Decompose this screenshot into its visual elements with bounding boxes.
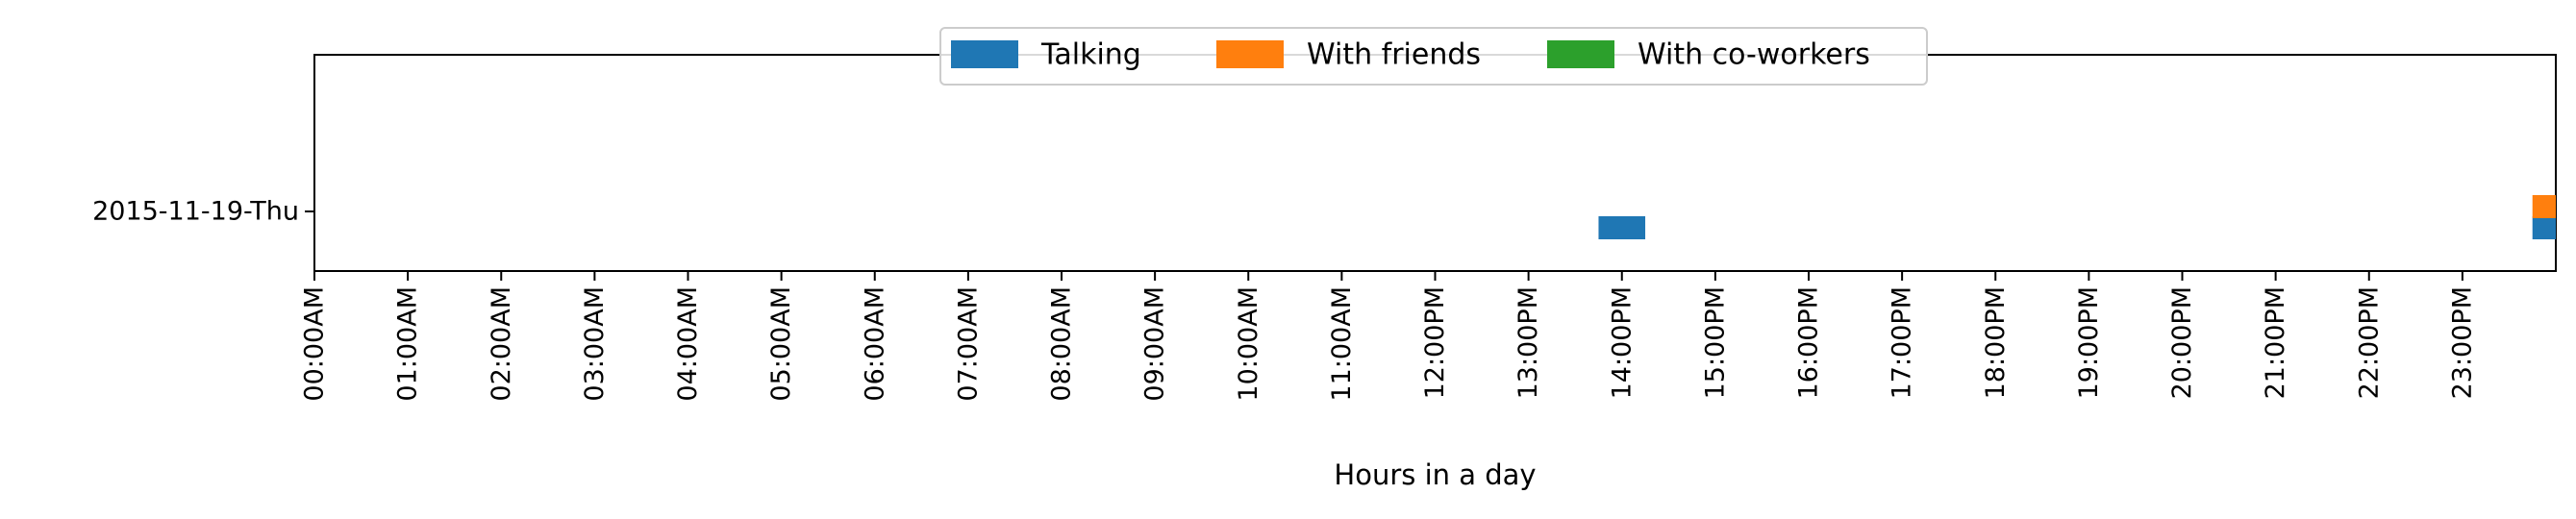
legend-label: With co-workers [1638,38,1870,72]
bar-talking-0 [1598,216,1646,239]
x-tick-label: 05:00AM [766,286,796,402]
x-tick-label: 04:00AM [673,286,703,402]
legend-swatch-with-co-workers [1547,40,1614,68]
legend-label: Talking [1040,38,1141,72]
x-tick-label: 10:00AM [1234,286,1263,402]
plot-area [313,54,2557,272]
x-tick-label: 08:00AM [1047,286,1077,402]
x-tick-label: 22:00PM [2354,286,2384,399]
x-tick-label: 15:00PM [1700,286,1730,399]
x-tick-label: 11:00AM [1327,286,1357,402]
y-axis: 2015-11-19-Thu [92,197,314,227]
legend: Talking With friends With co-workers [939,27,1928,86]
plot-frame [313,54,2557,272]
legend-label: With friends [1307,38,1481,72]
bars-layer [1598,195,2556,239]
x-tick-label: 06:00AM [860,286,889,402]
x-tick-label: 16:00PM [1794,286,1824,399]
legend-swatch-with-friends [1216,40,1284,68]
x-tick-label: 13:00PM [1513,286,1543,399]
x-tick-label: 19:00PM [2074,286,2104,399]
legend-swatch-talking [951,40,1018,68]
y-tick-label: 2015-11-19-Thu [92,197,299,227]
x-tick-label: 12:00PM [1420,286,1450,399]
x-tick-label: 07:00AM [953,286,983,402]
x-tick-label: 01:00AM [393,286,423,402]
x-tick-label: 21:00PM [2261,286,2290,399]
x-tick-label: 09:00AM [1140,286,1170,402]
x-tick-label: 14:00PM [1607,286,1637,399]
bar-talking-1 [2532,216,2556,239]
x-axis-label: Hours in a day [1334,458,1536,491]
x-tick-label: 17:00PM [1888,286,1917,399]
x-tick-label: 02:00AM [487,286,516,402]
x-axis: 00:00AM 01:00AM 02:00AM 03:00AM 04:00AM 05:00… [300,271,2477,402]
x-tick-label: 20:00PM [2167,286,2197,399]
x-tick-label: 00:00AM [300,286,330,402]
x-tick-label: 03:00AM [580,286,610,402]
bar-with-friends-0 [2532,195,2556,218]
legend-box [939,27,1928,86]
x-tick-label: 23:00PM [2447,286,2477,399]
x-tick-label: 18:00PM [1981,286,2011,399]
